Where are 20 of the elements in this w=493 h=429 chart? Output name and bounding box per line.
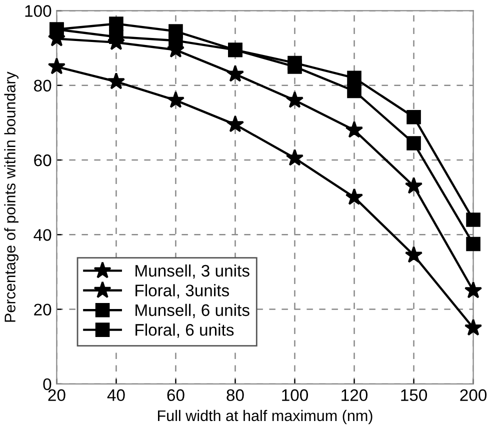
y-tick-label: 80 — [34, 80, 52, 92]
y-tick-label: 40 — [34, 229, 52, 241]
x-axis-title: Full width at half maximum (nm) — [158, 410, 372, 424]
y-axis-title: Percentage of points within boundary — [4, 72, 18, 322]
x-tick-label: 150 — [401, 389, 428, 402]
x-tick-label: 120 — [342, 389, 368, 402]
x-tick-label: 200 — [460, 389, 487, 402]
legend-label: Floral, 3units — [136, 284, 229, 298]
legend-label: Munsell, 3 units — [136, 264, 250, 279]
x-tick-label: 100 — [282, 389, 308, 402]
x-tick-label: 20 — [48, 389, 66, 402]
x-tick-label: 80 — [226, 389, 244, 402]
x-tick-label: 40 — [107, 389, 125, 402]
legend-label: Floral, 6 units — [136, 324, 234, 338]
legend-label: Munsell, 6 units — [136, 304, 250, 318]
x-tick-label: 60 — [167, 389, 184, 402]
y-tick-label: 100 — [25, 5, 52, 17]
y-tick-label: 60 — [34, 154, 52, 166]
y-tick-label: 0 — [43, 378, 52, 390]
y-tick-label: 20 — [34, 304, 52, 316]
